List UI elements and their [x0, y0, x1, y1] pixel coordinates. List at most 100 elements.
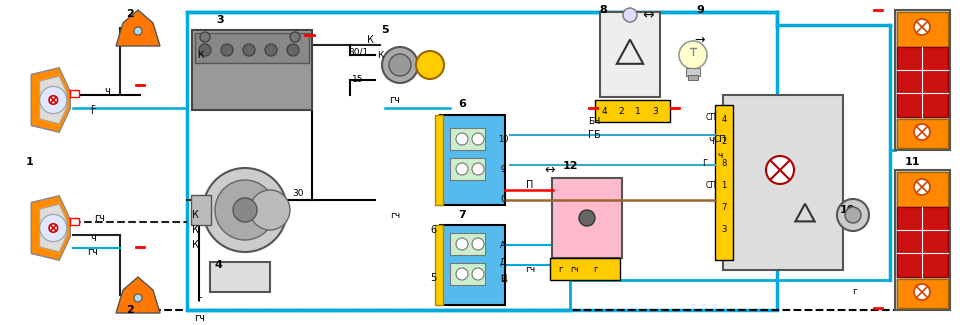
Text: СП: СП	[706, 181, 716, 190]
Circle shape	[134, 27, 142, 35]
Circle shape	[579, 210, 595, 226]
Text: 6: 6	[458, 99, 466, 109]
Circle shape	[287, 44, 299, 56]
Circle shape	[914, 124, 930, 140]
Bar	[897, 172, 948, 207]
Text: 4: 4	[721, 115, 727, 124]
Circle shape	[233, 198, 257, 222]
Text: 30: 30	[292, 189, 303, 199]
Text: гч: гч	[390, 211, 400, 219]
Text: 8: 8	[721, 160, 727, 168]
Text: г: г	[558, 265, 563, 274]
Circle shape	[914, 19, 930, 35]
Text: 1: 1	[721, 181, 727, 190]
Text: гч: гч	[525, 266, 535, 275]
Text: К: К	[367, 35, 373, 45]
Bar	[550, 258, 620, 280]
Text: П: П	[526, 180, 534, 190]
Circle shape	[203, 168, 287, 252]
Bar	[435, 225, 443, 305]
Text: 11: 11	[904, 157, 920, 167]
Polygon shape	[116, 10, 160, 46]
Text: гч: гч	[390, 95, 400, 105]
Bar	[450, 263, 485, 285]
Text: 1: 1	[26, 157, 34, 167]
Circle shape	[766, 156, 794, 184]
Text: г: г	[593, 265, 597, 274]
Circle shape	[39, 86, 67, 114]
Text: 2: 2	[618, 107, 624, 115]
Text: 1: 1	[636, 107, 641, 115]
Circle shape	[456, 163, 468, 175]
Text: К: К	[197, 50, 204, 59]
Bar	[552, 178, 622, 258]
Bar	[187, 12, 777, 310]
Text: ↔: ↔	[642, 8, 654, 22]
Text: Г: Г	[703, 159, 708, 167]
Circle shape	[456, 268, 468, 280]
Text: 3: 3	[216, 15, 224, 25]
Circle shape	[49, 224, 58, 232]
Circle shape	[845, 207, 861, 223]
Bar	[440, 225, 505, 305]
Text: 3: 3	[721, 226, 727, 235]
Text: ГБ: ГБ	[588, 130, 600, 140]
Text: 30/1: 30/1	[348, 47, 368, 57]
Text: гч: гч	[95, 213, 106, 223]
Circle shape	[914, 284, 930, 300]
Circle shape	[221, 44, 233, 56]
Bar	[715, 105, 733, 260]
Text: 15: 15	[352, 75, 364, 84]
Text: БЧ: БЧ	[588, 118, 600, 126]
Text: 4: 4	[601, 107, 607, 115]
Circle shape	[250, 190, 290, 230]
Text: 3: 3	[652, 107, 658, 115]
Text: г: г	[90, 102, 95, 111]
Polygon shape	[116, 277, 160, 313]
Polygon shape	[39, 76, 67, 124]
Polygon shape	[31, 196, 70, 260]
Text: 10: 10	[839, 205, 854, 215]
Bar	[600, 12, 660, 97]
Bar	[192, 30, 312, 110]
Text: К: К	[377, 50, 383, 59]
Text: Е: Е	[500, 275, 506, 283]
Circle shape	[200, 32, 210, 42]
Text: К: К	[192, 210, 199, 220]
Bar	[70, 218, 79, 225]
Text: гч: гч	[570, 265, 579, 274]
Text: 2: 2	[126, 305, 133, 315]
Text: 6: 6	[430, 225, 436, 235]
Text: 5: 5	[430, 273, 436, 283]
Text: Ч: Ч	[708, 136, 714, 146]
Circle shape	[382, 47, 418, 83]
Text: 7: 7	[458, 210, 466, 220]
Bar	[723, 95, 843, 270]
Text: 7: 7	[721, 203, 727, 213]
Circle shape	[199, 44, 211, 56]
Text: 10: 10	[497, 135, 508, 144]
Bar	[897, 119, 948, 148]
Bar	[70, 90, 79, 97]
Bar	[595, 100, 670, 122]
Text: К: К	[192, 225, 199, 235]
Bar	[897, 12, 948, 47]
Circle shape	[837, 199, 869, 231]
Text: →: →	[695, 33, 706, 46]
Text: 4: 4	[214, 260, 222, 270]
Circle shape	[134, 294, 142, 302]
Text: 8: 8	[599, 5, 607, 15]
Text: ч: ч	[90, 233, 96, 243]
Bar	[688, 75, 698, 80]
Text: 5: 5	[381, 25, 389, 35]
Circle shape	[472, 238, 484, 250]
Text: К: К	[192, 240, 199, 250]
Circle shape	[914, 179, 930, 195]
Text: ч: ч	[717, 150, 723, 160]
Bar	[897, 47, 948, 117]
Bar	[435, 115, 443, 205]
Circle shape	[416, 51, 444, 79]
Bar	[191, 195, 211, 225]
Circle shape	[265, 44, 277, 56]
Circle shape	[456, 238, 468, 250]
